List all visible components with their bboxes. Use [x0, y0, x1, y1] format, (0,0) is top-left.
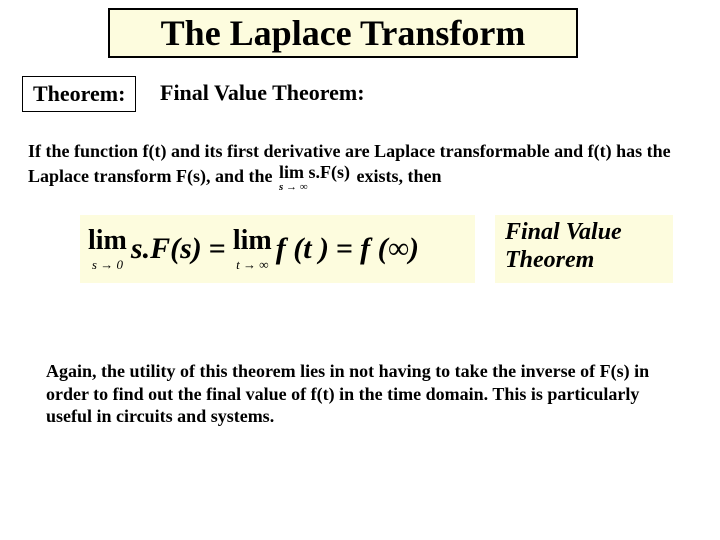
- term-1: s.F(s): [131, 232, 202, 266]
- limit-1: lim s → 0: [88, 227, 127, 271]
- limit-2-sub: t → ∞: [236, 258, 268, 271]
- term-2: f (t ): [276, 232, 329, 266]
- term-3: f (∞): [360, 232, 419, 266]
- subtitle: Final Value Theorem:: [160, 80, 365, 106]
- formula-block: lim s → 0 s.F(s) = lim t → ∞ f (t ) = f …: [80, 215, 475, 283]
- inline-limit-expr: lim s.F(s) s → ∞: [279, 163, 350, 193]
- limit-2: lim t → ∞: [233, 227, 272, 271]
- formula: lim s → 0 s.F(s) = lim t → ∞ f (t ) = f …: [80, 227, 419, 271]
- equals-1: =: [206, 232, 229, 266]
- limit-1-sub: s → 0: [92, 258, 123, 271]
- formula-label: Final Value Theorem: [495, 215, 673, 283]
- equals-2: =: [333, 232, 356, 266]
- intro-text-b: exists, then: [356, 166, 441, 186]
- inline-limit-top: lim s.F(s): [279, 163, 350, 181]
- intro-paragraph: If the function f(t) and its first deriv…: [28, 140, 692, 193]
- limit-1-top: lim: [88, 227, 127, 255]
- explanation-paragraph: Again, the utility of this theorem lies …: [46, 360, 674, 428]
- limit-2-top: lim: [233, 227, 272, 255]
- theorem-label-box: Theorem:: [22, 76, 136, 112]
- page-title: The Laplace Transform: [108, 8, 578, 58]
- inline-limit-sub: s → ∞: [279, 182, 350, 193]
